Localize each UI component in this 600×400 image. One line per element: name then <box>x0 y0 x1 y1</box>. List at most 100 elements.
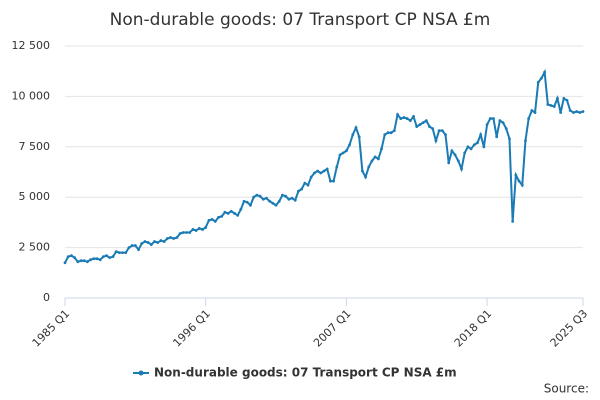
data-point <box>322 169 326 173</box>
chart-title: Non-durable goods: 07 Transport CP NSA £… <box>110 10 491 30</box>
data-point <box>492 117 495 120</box>
data-point <box>210 217 214 221</box>
y-tick-label: 12 500 <box>12 39 51 52</box>
data-point <box>239 207 243 211</box>
data-point <box>274 203 278 207</box>
data-point <box>217 215 220 219</box>
data-point <box>181 231 185 234</box>
data-point <box>127 246 131 250</box>
data-point <box>197 227 201 230</box>
data-point <box>236 213 240 217</box>
data-point <box>69 254 73 258</box>
data-point <box>364 175 367 179</box>
y-tick-label: 10 000 <box>12 89 51 102</box>
data-point <box>249 203 252 207</box>
data-point <box>201 228 204 231</box>
data-point <box>444 133 447 137</box>
data-point <box>498 119 502 122</box>
data-point <box>495 135 499 139</box>
data-point <box>156 241 160 244</box>
data-point <box>328 179 332 183</box>
data-point <box>258 194 262 198</box>
data-point <box>140 242 144 245</box>
data-point <box>386 131 390 135</box>
data-point <box>540 76 543 80</box>
data-point <box>373 155 377 159</box>
data-point <box>111 255 115 259</box>
data-point <box>245 200 249 204</box>
data-point <box>559 111 563 114</box>
data-point <box>268 199 272 203</box>
data-point <box>536 80 540 84</box>
data-point <box>460 167 463 171</box>
x-tick-label: 2018 Q1 <box>452 307 495 350</box>
data-point <box>281 193 284 197</box>
data-point <box>424 119 428 122</box>
data-point <box>175 236 179 239</box>
data-point <box>546 103 550 106</box>
data-point <box>530 109 534 112</box>
data-point <box>527 117 531 120</box>
data-point <box>153 240 156 243</box>
data-point <box>117 251 121 255</box>
data-point <box>376 157 380 161</box>
data-point <box>466 145 470 149</box>
data-point <box>389 131 393 135</box>
data-point <box>581 110 585 113</box>
data-point <box>133 244 137 247</box>
data-point <box>437 129 441 133</box>
data-point <box>207 218 211 222</box>
data-point <box>66 255 70 259</box>
data-point <box>479 133 483 137</box>
data-point <box>194 229 198 232</box>
data-point <box>341 151 345 155</box>
data-point <box>392 129 396 133</box>
data-point <box>226 211 230 215</box>
data-point <box>316 169 320 173</box>
data-point <box>101 255 105 259</box>
data-point <box>354 126 358 130</box>
data-point <box>255 193 259 197</box>
data-point <box>137 248 140 252</box>
data-point <box>105 254 108 258</box>
data-point <box>431 127 435 131</box>
data-point <box>213 219 217 223</box>
data-point <box>482 145 486 149</box>
data-point <box>108 256 112 260</box>
data-point <box>514 173 518 177</box>
legend-label: Non-durable goods: 07 Transport CP NSA £… <box>154 366 457 380</box>
data-point <box>501 121 505 125</box>
data-point <box>297 189 300 193</box>
data-point <box>169 236 172 239</box>
data-point <box>293 198 297 202</box>
data-point <box>191 228 195 231</box>
data-point <box>130 244 134 247</box>
data-point <box>303 181 307 185</box>
data-point <box>204 226 208 229</box>
data-point <box>572 111 575 114</box>
y-tick-label: 2 500 <box>19 241 51 254</box>
data-point <box>172 237 176 240</box>
data-point <box>344 149 348 153</box>
data-point <box>412 115 415 118</box>
y-tick-label: 7 500 <box>19 140 51 153</box>
data-point <box>402 116 406 119</box>
data-point <box>76 260 80 264</box>
data-point <box>92 257 96 261</box>
data-point <box>185 231 188 234</box>
data-point <box>568 109 572 112</box>
data-point <box>418 123 422 127</box>
data-point <box>89 258 92 262</box>
data-point <box>565 99 569 102</box>
y-tick-label: 0 <box>43 291 50 304</box>
data-point <box>261 197 265 201</box>
data-point <box>504 127 508 131</box>
data-point <box>485 123 489 127</box>
data-point <box>82 259 86 263</box>
data-point <box>277 199 281 203</box>
data-point <box>463 151 467 155</box>
data-point <box>290 196 294 200</box>
data-point <box>360 169 364 173</box>
data-point <box>453 153 457 157</box>
